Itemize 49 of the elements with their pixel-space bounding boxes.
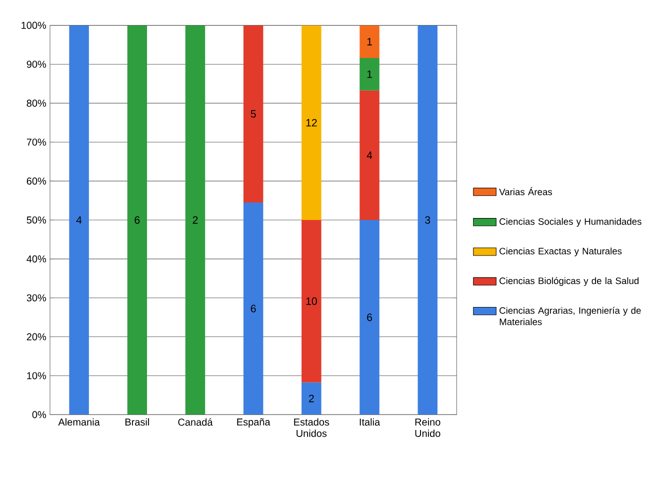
annotation: 2 (192, 216, 198, 224)
bar (127, 25, 148, 415)
bar (302, 382, 322, 415)
annotation: 4 (366, 151, 372, 159)
annotation: 6 (367, 313, 372, 321)
annotation: 1 (367, 70, 372, 78)
annotation: 6 (134, 216, 140, 224)
bar (360, 90, 380, 220)
y-tick-label: 90% (26, 60, 46, 68)
bar (243, 25, 264, 202)
annotation: 10 (306, 297, 317, 305)
annotation: 6 (250, 304, 256, 312)
y-tick-label: 100% (22, 22, 46, 29)
annotation: 5 (250, 110, 256, 118)
x-tick-label: Estados Unidos (294, 418, 330, 437)
annotation: 12 (306, 118, 317, 126)
y-tick-label: 80% (26, 100, 46, 107)
bar (360, 25, 380, 58)
y-tick-label: 50% (26, 216, 46, 224)
legend-label: Varias Áreas (499, 186, 552, 196)
annotation: 2 (309, 394, 314, 402)
bar (418, 25, 438, 415)
annotation: 3 (425, 216, 430, 224)
x-tick-label: Italia (360, 418, 380, 426)
y-tick-label: 30% (26, 294, 46, 302)
annotation: 4 (76, 216, 82, 224)
legend-label: Ciencias Exactas y Naturales (500, 247, 622, 256)
legend-label: Ciencias Sociales y Humanidades (500, 218, 642, 227)
x-tick-label: España (237, 418, 270, 428)
bar (243, 202, 264, 415)
x-tick-label: Alemania (58, 418, 100, 426)
y-tick-label: 10% (27, 372, 46, 380)
y-tick-label: 20% (26, 333, 46, 340)
x-tick-label: Canadá (178, 418, 213, 426)
x-tick-label: Reino Unido (415, 418, 440, 437)
x-tick-label: Brasil (125, 418, 149, 426)
annotation: 1 (367, 38, 372, 46)
y-tick-label: 40% (26, 255, 46, 262)
legend-label: Ciencias Biológicas y de la Salud (500, 277, 639, 286)
y-tick-label: 70% (26, 138, 46, 146)
bar (69, 25, 89, 415)
y-tick-label: 0% (32, 410, 46, 418)
bar (302, 25, 322, 220)
bar (302, 220, 322, 382)
bar (360, 58, 380, 90)
bar (185, 25, 206, 415)
y-tick-label: 60% (26, 177, 46, 184)
bar (360, 220, 380, 415)
legend-label: Ciencias Agrarias, Ingeniería y de Materiales (500, 306, 641, 326)
